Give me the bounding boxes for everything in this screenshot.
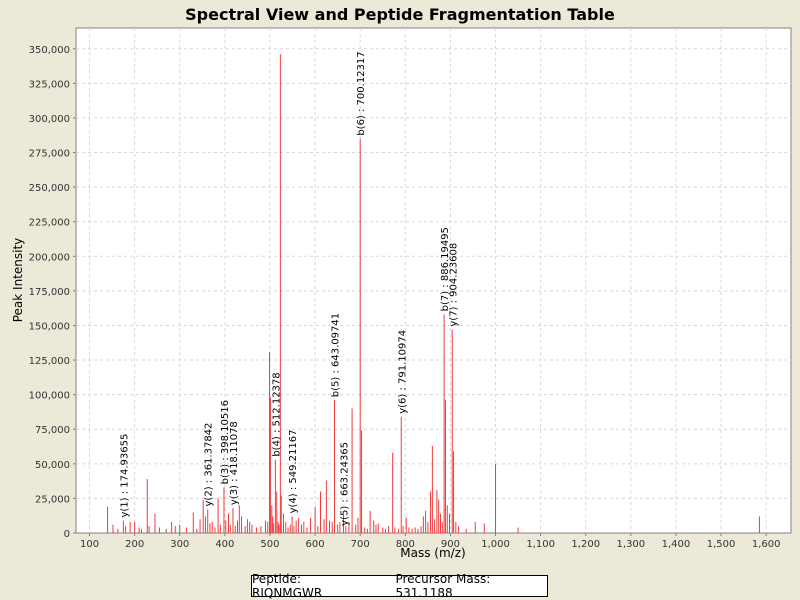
peak-annotation: y(2) : 361.37842: [203, 423, 214, 507]
x-tick-label: 1,500: [707, 539, 736, 550]
y-tick-label: 75,000: [35, 425, 70, 436]
y-tick-label: 50,000: [35, 460, 70, 471]
x-tick-label: 900: [441, 539, 460, 550]
x-tick-label: 1,100: [526, 539, 555, 550]
y-tick-label: 100,000: [29, 391, 70, 402]
x-tick-label: 1,600: [752, 539, 781, 550]
x-tick-label: 1,400: [662, 539, 691, 550]
peak-annotation: y(6) : 791.10974: [397, 330, 408, 414]
y-tick-label: 200,000: [29, 252, 70, 263]
x-tick-label: 600: [306, 539, 325, 550]
precursor-mass-label: Precursor Mass: 531.1188: [395, 572, 491, 600]
y-tick-label: 150,000: [29, 321, 70, 332]
x-tick-label: 1,300: [617, 539, 646, 550]
x-axis-label: Mass (m/z): [400, 546, 465, 560]
peptide-info-box: Peptide: RIQNMGWR Precursor Mass: 531.11…: [251, 572, 548, 600]
y-tick-label: 250,000: [29, 183, 70, 194]
y-tick-label: 325,000: [29, 79, 70, 90]
x-tick-label: 100: [80, 539, 99, 550]
peak-annotation: y(7) : 904.23608: [448, 243, 459, 327]
peaks: [107, 54, 760, 533]
x-tick-label: 1,000: [481, 539, 510, 550]
x-tick-label: 700: [351, 539, 370, 550]
peak-annotation: y(1) : 174.93655: [119, 434, 130, 518]
x-tick-label: 300: [170, 539, 189, 550]
peak-annotation: b(6) : 700.12317: [356, 51, 367, 135]
y-tick-label: 225,000: [29, 218, 70, 229]
y-tick-label: 275,000: [29, 149, 70, 160]
plot-area: [75, 27, 792, 534]
x-axis: 100 200 300 400 500 600 700 800 900 1,000 1,100 1,2…: [80, 533, 781, 550]
peak-annotation: b(4) : 512.12378: [271, 372, 282, 456]
y-tick-label: 350,000: [29, 45, 70, 56]
y-tick-label: 0: [64, 529, 70, 540]
peak-annotation: y(4) : 549.21167: [288, 430, 299, 514]
y-tick-label: 175,000: [29, 287, 70, 298]
peak-annotation: b(5) : 643.09741: [331, 313, 342, 397]
x-tick-label: 200: [125, 539, 144, 550]
peak-annotation: b(3) : 398.10516: [220, 400, 231, 484]
chart-title: Spectral View and Peptide Fragmentation …: [185, 5, 615, 24]
y-tick-label: 300,000: [29, 114, 70, 125]
y-tick-label: 25,000: [35, 494, 70, 505]
y-axis: 0 25,000 50,000 75,000 100,000 125,000 150,000…: [29, 45, 76, 540]
peak-annotations: y(1) : 174.93655 y(2) : 361.37842 b(3) : 3…: [119, 51, 459, 525]
peak-annotation: y(5) : 663.24365: [340, 442, 351, 526]
y-axis-label: Peak Intensity: [11, 238, 25, 323]
x-tick-label: 800: [396, 539, 415, 550]
x-tick-label: 1,200: [571, 539, 600, 550]
y-tick-label: 125,000: [29, 356, 70, 367]
peak-annotation: y(3) : 418.11078: [229, 421, 240, 505]
peak-annotation: b(7) : 886.19495: [440, 227, 451, 311]
peptide-label: Peptide: RIQNMGWR: [252, 572, 323, 600]
x-tick-label: 400: [215, 539, 234, 550]
x-tick-label: 500: [260, 539, 279, 550]
